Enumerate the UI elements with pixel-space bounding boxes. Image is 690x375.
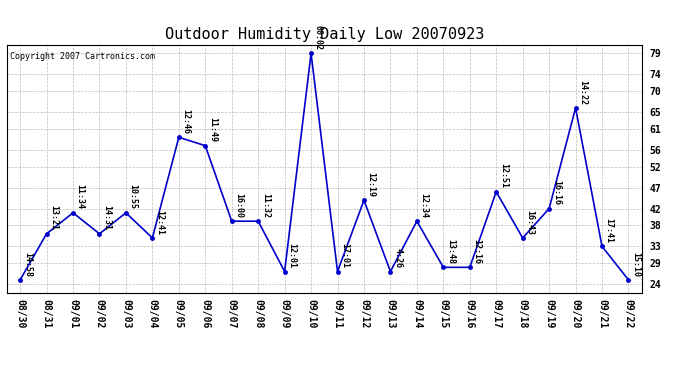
Text: 11:32: 11:32 xyxy=(261,193,270,218)
Text: 14:22: 14:22 xyxy=(578,80,587,105)
Text: 11:49: 11:49 xyxy=(208,117,217,142)
Title: Outdoor Humidity Daily Low 20070923: Outdoor Humidity Daily Low 20070923 xyxy=(165,27,484,42)
Text: 16:16: 16:16 xyxy=(552,180,561,205)
Text: 12:51: 12:51 xyxy=(499,164,508,189)
Text: 16:00: 16:00 xyxy=(235,193,244,218)
Text: 4:26: 4:26 xyxy=(393,248,402,268)
Text: 12:46: 12:46 xyxy=(181,109,190,134)
Text: 14:58: 14:58 xyxy=(23,252,32,276)
Text: 10:55: 10:55 xyxy=(128,184,137,210)
Text: Copyright 2007 Cartronics.com: Copyright 2007 Cartronics.com xyxy=(10,53,155,62)
Text: 17:01: 17:01 xyxy=(340,243,349,268)
Text: 00:02: 00:02 xyxy=(314,25,323,50)
Text: 12:34: 12:34 xyxy=(420,193,428,218)
Text: 12:41: 12:41 xyxy=(155,210,164,235)
Text: 12:01: 12:01 xyxy=(287,243,296,268)
Text: 12:16: 12:16 xyxy=(473,239,482,264)
Text: 14:31: 14:31 xyxy=(102,206,111,230)
Text: 17:41: 17:41 xyxy=(604,218,613,243)
Text: 13:21: 13:21 xyxy=(49,206,58,230)
Text: 11:34: 11:34 xyxy=(76,184,85,210)
Text: 15:10: 15:10 xyxy=(631,252,640,276)
Text: 12:19: 12:19 xyxy=(366,172,375,197)
Text: 16:43: 16:43 xyxy=(525,210,534,235)
Text: 13:48: 13:48 xyxy=(446,239,455,264)
